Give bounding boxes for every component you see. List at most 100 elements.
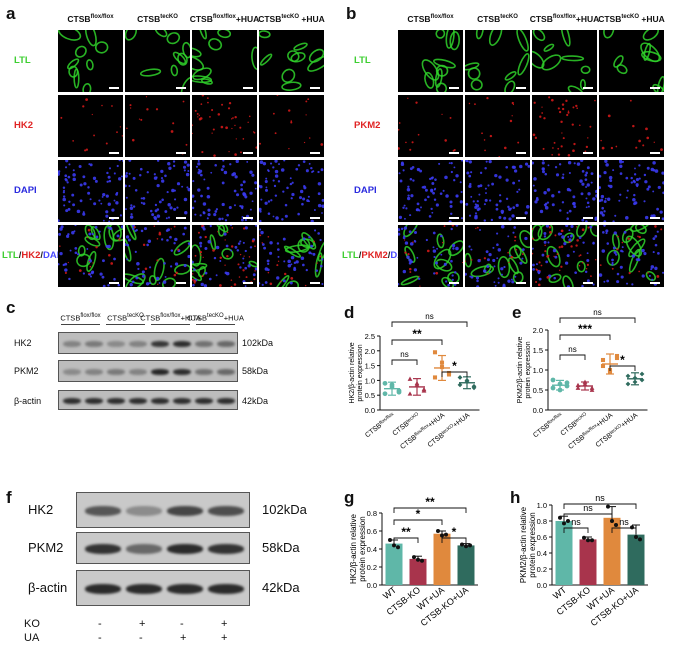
scale-bar [243,217,253,219]
bar [555,521,573,585]
band [126,584,162,594]
bar [457,545,475,585]
condition-label: KO [24,618,40,630]
significance-label: * [620,353,625,367]
kda-label: 102kDa [242,338,274,348]
data-point [457,375,463,380]
significance-label: ns [595,493,605,503]
data-point [440,533,444,538]
data-point [464,378,470,383]
y-tick-label: 0.6 [537,533,547,542]
data-point [396,389,402,395]
band [151,369,169,375]
data-point [407,376,413,381]
significance-label: *** [578,322,592,336]
scale-bar [449,87,459,89]
data-point [600,357,606,363]
y-tick-label: 0.8 [537,517,547,526]
data-point [632,375,638,381]
data-point [550,377,556,383]
data-point [558,515,562,520]
micrograph-merge [465,225,530,287]
band [107,369,125,375]
micrograph-red [259,95,324,157]
y-tick-label: 0.0 [533,406,543,415]
data-point [557,387,563,393]
significance-label: ** [412,327,422,341]
band [173,398,191,404]
significance-label: ** [425,495,435,509]
y-tick-label: 0.8 [367,509,377,518]
band [85,341,103,347]
band [85,506,121,516]
lane-group-line [106,324,145,325]
data-point [457,382,463,388]
lane-group-label: CTSBflox/flox [60,313,101,323]
data-point [586,538,590,543]
comparison-bracket [391,321,468,327]
data-point [416,557,420,562]
lane-group-line [151,324,190,325]
row-label: HK2 [14,120,34,131]
significance-label: * [416,507,421,521]
comparison-bracket [563,513,613,519]
scale-bar [516,282,526,284]
micrograph-blue [599,160,664,222]
band [129,398,147,404]
micrograph-green [192,30,257,92]
micrograph-merge [532,225,597,287]
scale-bar [176,87,186,89]
blot-label: β-actin [28,580,68,595]
scale-bar [310,282,320,284]
micrograph-red [532,95,597,157]
band [85,369,103,375]
comparison-bracket [391,339,443,345]
y-axis-label-line2: protein expression [357,344,364,401]
column-header: CTSBflox/flox+HUA [189,14,260,24]
y-tick-label: 0.6 [367,527,377,536]
band [126,506,162,516]
scale-bar [583,87,593,89]
blot-strip [76,492,250,528]
merge-row-label: LTL/HK2/DAPI [2,250,66,261]
blot-label: β-actin [14,396,42,406]
panel-label-b: b [346,4,357,23]
band [126,544,162,554]
data-point [575,385,581,390]
kda-label: 58kDa [262,540,300,555]
condition-value: + [139,618,146,630]
x-tick-label: CTSBflox/flox+HUA [398,411,446,451]
bar [385,543,403,585]
data-point [389,382,395,388]
y-tick-label: 1.0 [365,376,375,385]
data-point [420,558,424,563]
micrograph-red [599,95,664,157]
comparison-bracket [559,334,611,340]
scale-bar [176,217,186,219]
band [151,341,169,347]
band [167,544,203,554]
y-tick-label: 1.0 [533,366,543,375]
comparison-bracket [563,527,589,533]
scale-bar [176,282,186,284]
scale-bar [310,217,320,219]
significance-label: ** [401,525,411,539]
bar [433,533,451,585]
y-tick-label: 0.0 [365,406,375,415]
bar [579,539,597,585]
micrograph-merge [599,225,664,287]
band [151,398,169,404]
scale-bar [650,282,660,284]
scale-bar [449,217,459,219]
micrograph-green [532,30,597,92]
data-point [582,381,588,386]
band [63,341,81,347]
x-tick-label: WT [381,584,399,601]
condition-value: - [139,632,143,644]
scale-bar [516,217,526,219]
significance-label: ns [425,312,433,321]
data-point [550,385,556,391]
scale-bar [243,152,253,154]
y-tick-label: 0.2 [537,565,547,574]
column-header: CTSBflox/flox [67,14,114,24]
